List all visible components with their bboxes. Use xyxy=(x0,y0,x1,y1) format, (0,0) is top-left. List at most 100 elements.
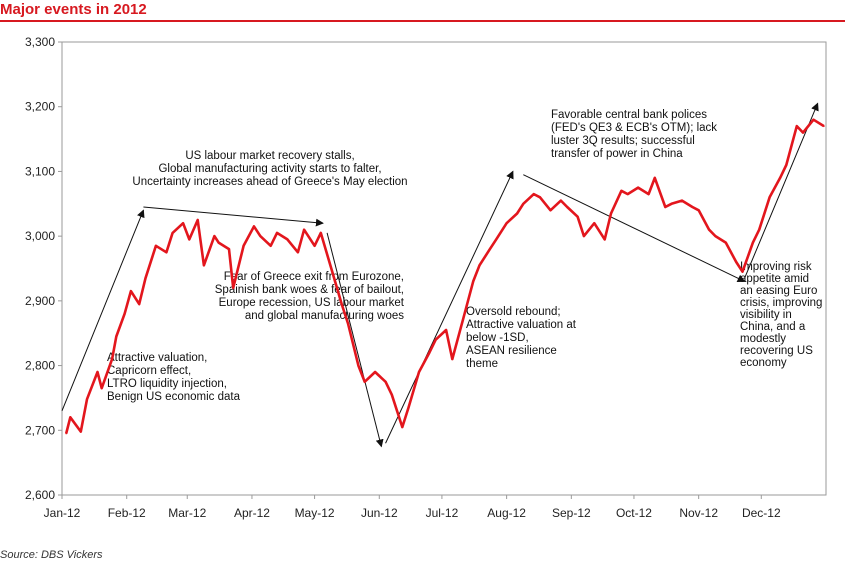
plot-frame xyxy=(61,41,827,496)
series-line xyxy=(64,118,825,434)
data-point xyxy=(566,206,568,208)
annotation-text: recovering US xyxy=(740,345,813,357)
data-point xyxy=(495,238,497,241)
data-point xyxy=(65,432,67,435)
data-point xyxy=(626,193,629,195)
data-point xyxy=(708,228,710,231)
data-point xyxy=(69,416,72,419)
chart-axes: 2,600 2,700 2,800 2,900 3,000 3,100 3,200 3,300… xyxy=(25,35,827,520)
data-point xyxy=(401,426,404,428)
data-point xyxy=(286,238,289,241)
data-point xyxy=(320,232,322,234)
data-point xyxy=(374,371,376,373)
data-point xyxy=(297,251,299,254)
data-point xyxy=(489,248,491,250)
annotation-text: Europe recession, US labour market xyxy=(219,297,405,309)
data-point xyxy=(276,232,278,234)
trend-arrow xyxy=(326,232,384,448)
data-point xyxy=(418,371,420,373)
x-tick-label: May-12 xyxy=(295,506,335,520)
data-point xyxy=(654,177,656,179)
annotations: Attractive valuation,Capricorn effect,LT… xyxy=(107,109,822,403)
y-tick-label: 2,600 xyxy=(25,488,55,502)
y-tick-label: 3,200 xyxy=(25,100,55,114)
data-point xyxy=(637,186,639,189)
data-point xyxy=(522,202,525,205)
annotation-text: ASEAN resilience xyxy=(466,345,557,357)
data-point xyxy=(188,238,191,241)
x-tick-label: Jan-12 xyxy=(44,506,81,520)
y-tick-label: 2,700 xyxy=(25,423,55,437)
data-point xyxy=(330,267,333,270)
data-point xyxy=(203,264,205,267)
x-tick-label: Apr-12 xyxy=(234,506,270,520)
title-rule xyxy=(0,20,845,22)
annotation-text: Global manufacturing activity starts to … xyxy=(158,163,381,175)
data-point xyxy=(115,335,118,338)
data-point xyxy=(532,193,535,195)
x-tick-label: Aug-12 xyxy=(487,506,526,520)
data-point xyxy=(779,177,781,179)
data-point xyxy=(461,319,464,322)
data-point xyxy=(340,303,343,305)
data-point xyxy=(539,196,541,199)
data-point xyxy=(505,222,508,224)
annotation-text: luster 3Q results; successful xyxy=(551,135,695,147)
line-chart: 2,600 2,700 2,800 2,900 3,000 3,100 3,200 3,300… xyxy=(25,35,827,520)
data-point xyxy=(681,199,683,202)
data-point xyxy=(560,199,562,202)
annotation-text: Improving risk xyxy=(740,261,812,273)
annotation-text: crisis, improving xyxy=(740,297,822,309)
data-point xyxy=(735,261,738,263)
data-point xyxy=(213,235,216,237)
data-point xyxy=(785,164,788,166)
annotation-text: Favorable central bank polices xyxy=(551,109,707,121)
data-point xyxy=(144,277,147,280)
annotation-text: Capricorn effect, xyxy=(107,365,191,377)
trend-arrows xyxy=(61,102,819,448)
data-point xyxy=(697,209,700,212)
annotation-text: economy xyxy=(740,357,787,369)
chart-title: Major events in 2012 xyxy=(0,1,147,18)
annotation-text: Oversold rebound; xyxy=(466,306,561,318)
annotation-text: Attractive valuation, xyxy=(107,352,207,364)
data-point xyxy=(196,219,199,221)
data-point xyxy=(664,206,667,208)
data-point xyxy=(714,235,717,237)
data-point xyxy=(130,290,132,292)
x-tick-label: Jul-12 xyxy=(426,506,459,520)
data-point xyxy=(347,322,349,325)
y-tick-label: 2,800 xyxy=(25,359,55,373)
data-point xyxy=(691,206,694,208)
data-point xyxy=(182,222,184,224)
trend-arrow xyxy=(385,170,514,444)
annotation-text: an easing Euro xyxy=(740,285,817,297)
annotation-text: Attractive valuation at xyxy=(466,319,577,331)
annotation-text: China, and a xyxy=(740,321,806,333)
data-point xyxy=(603,238,606,241)
data-point xyxy=(752,241,754,244)
trend-arrow xyxy=(143,206,324,227)
annotation-text: modestly xyxy=(740,333,786,345)
x-tick-label: Jun-12 xyxy=(361,506,398,520)
source-note: Source: DBS Vickers xyxy=(0,549,103,561)
y-tick-label: 2,900 xyxy=(25,294,55,308)
data-point xyxy=(86,398,88,401)
data-point xyxy=(100,387,103,390)
annotation-text: Spainish bank woes & fear of bailout, xyxy=(215,284,404,296)
data-point xyxy=(434,338,437,341)
series-line-group xyxy=(64,118,825,435)
annotation-text: Fear of Greece exit from Eurozone, xyxy=(224,271,404,283)
data-point xyxy=(313,245,316,247)
data-point xyxy=(549,209,552,212)
annotation-text: appetite amid xyxy=(740,273,809,285)
trend-arrow xyxy=(744,102,819,279)
trend-arrow xyxy=(61,209,145,412)
data-point xyxy=(79,430,82,433)
data-point xyxy=(428,351,431,354)
data-point xyxy=(253,225,255,228)
data-point xyxy=(138,303,141,305)
data-point xyxy=(445,329,447,331)
data-point xyxy=(812,118,815,121)
data-point xyxy=(583,235,585,237)
